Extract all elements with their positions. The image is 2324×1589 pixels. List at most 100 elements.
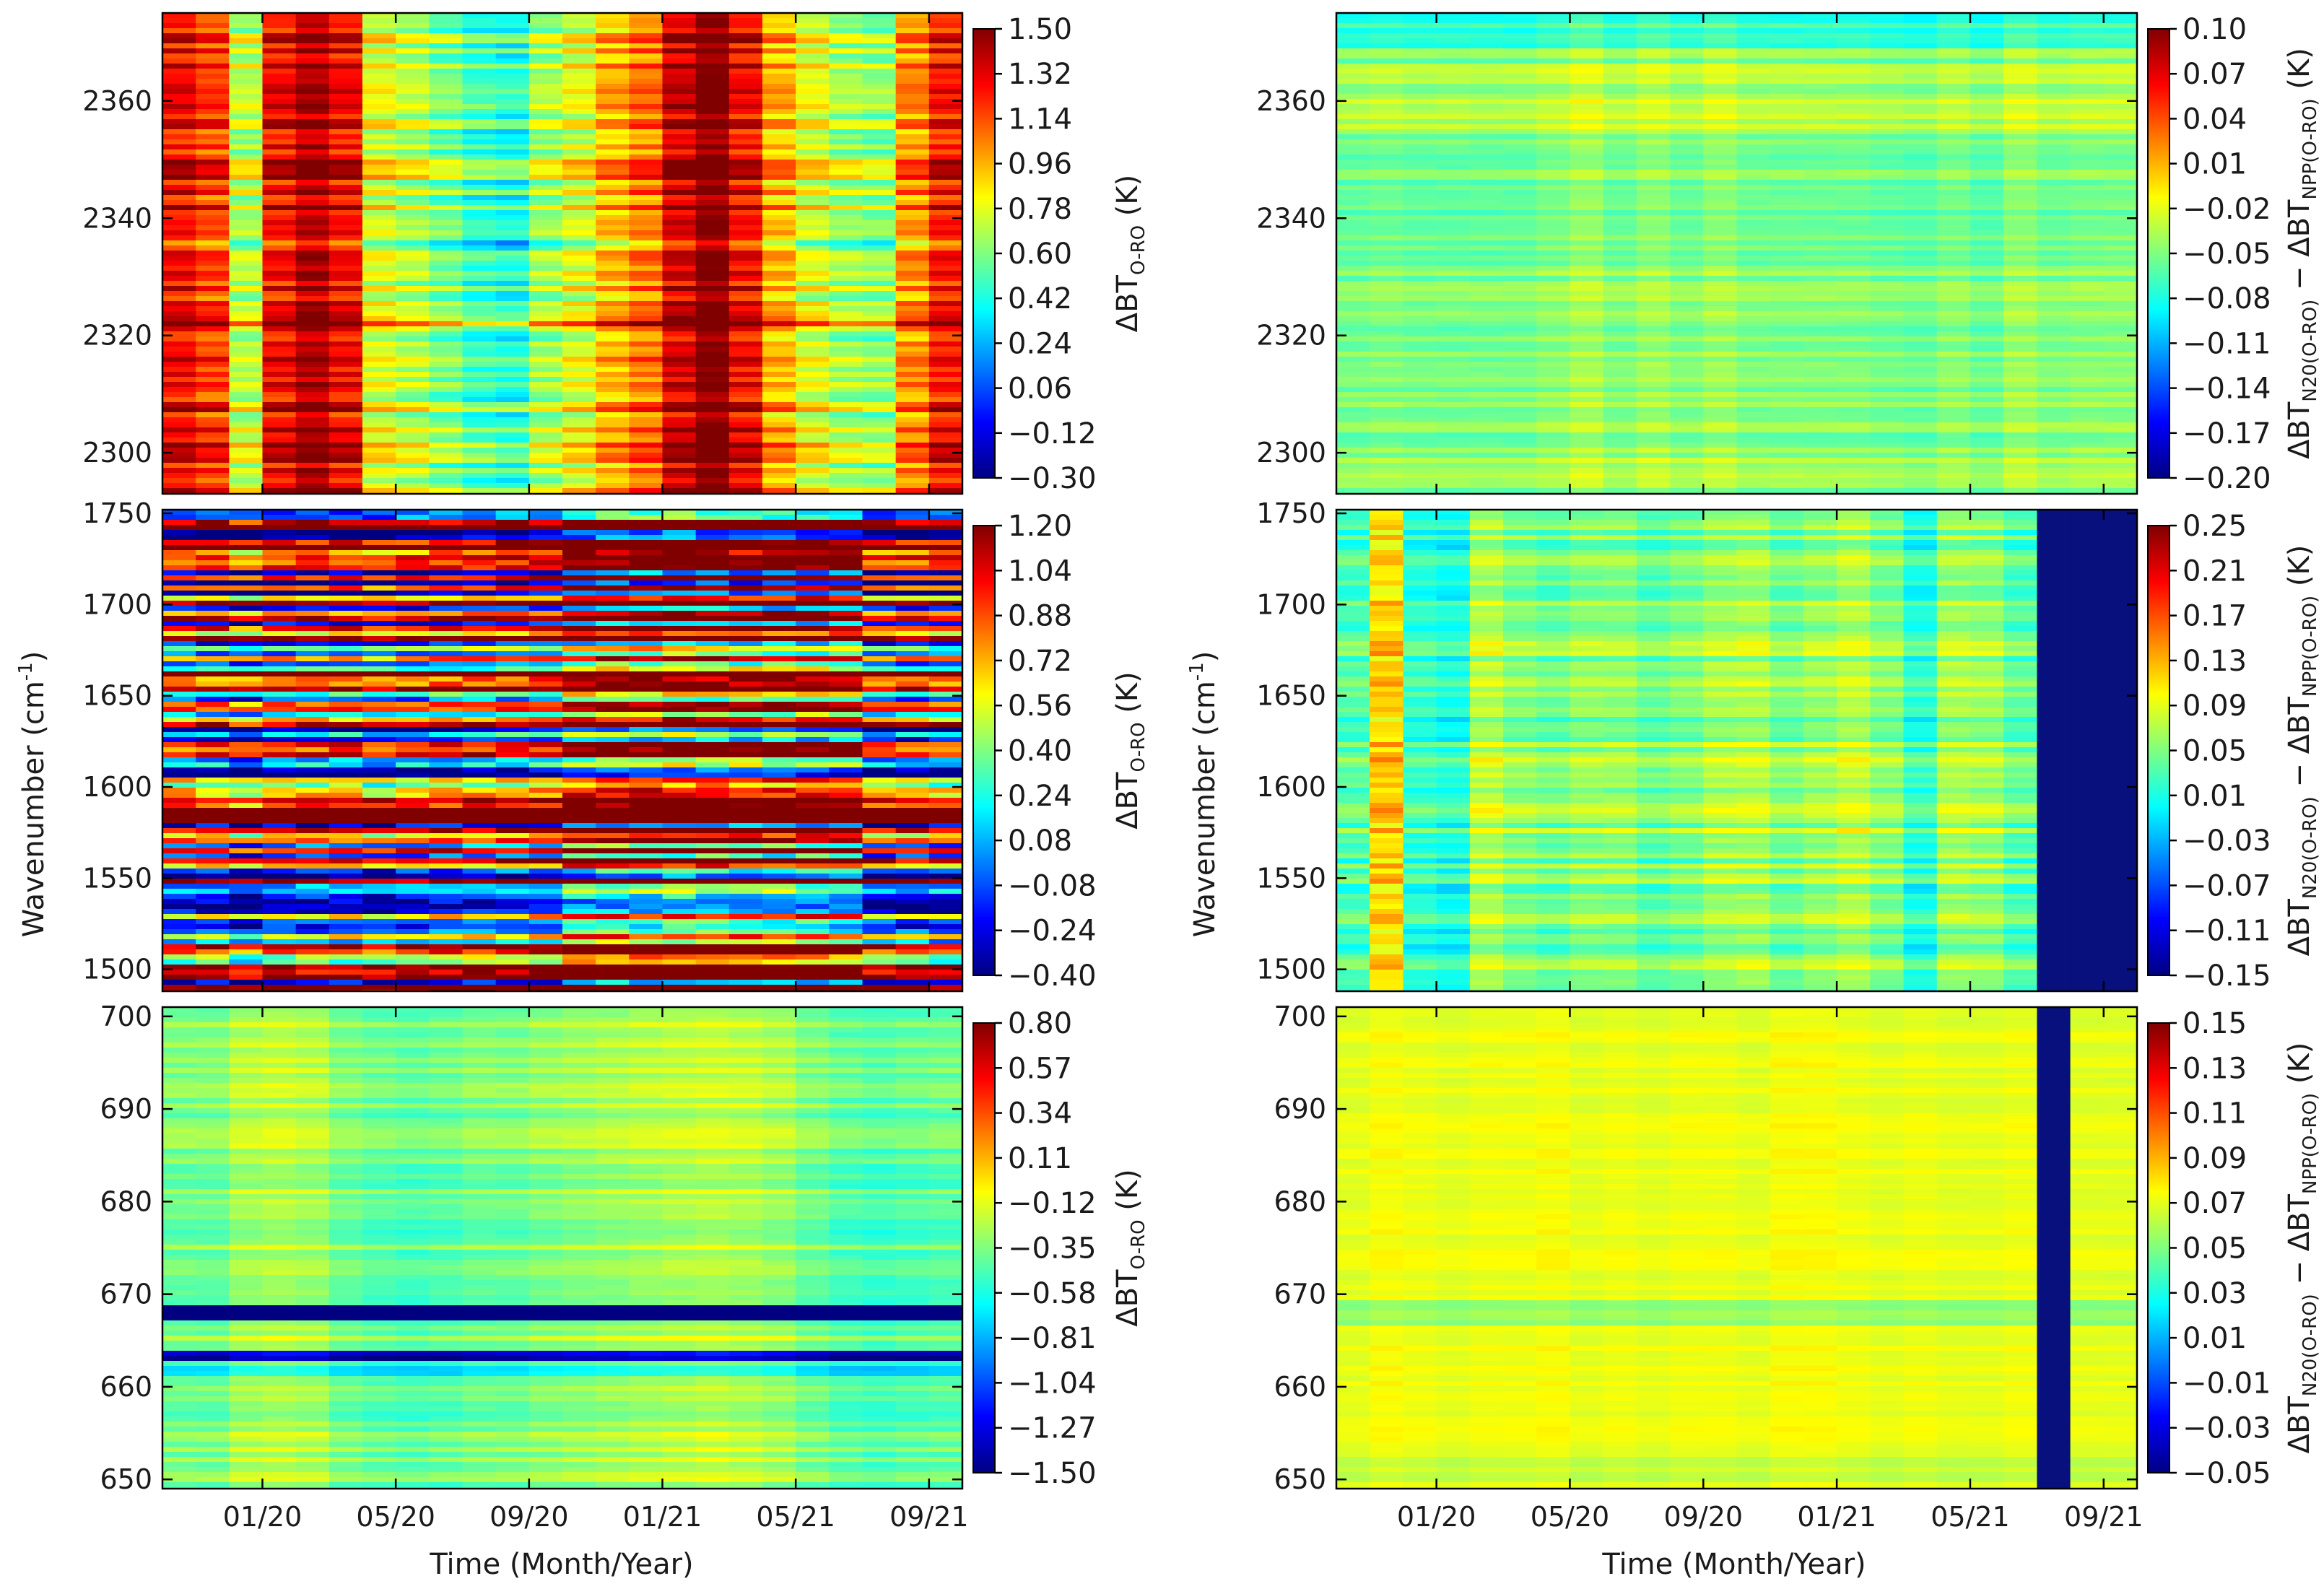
heatmap-cell — [596, 94, 630, 100]
heatmap-cell — [196, 281, 230, 287]
heatmap-cell — [429, 813, 464, 819]
heatmap-cell — [328, 535, 363, 541]
heatmap-cell — [728, 778, 763, 783]
heatmap-cell — [229, 661, 264, 667]
heatmap-cell — [196, 84, 230, 90]
heatmap-cell — [528, 565, 563, 571]
heatmap-cell — [829, 944, 863, 950]
heatmap-cell — [262, 591, 297, 596]
heatmap-cell — [295, 301, 330, 307]
heatmap-cell — [596, 266, 630, 271]
heatmap-cell — [429, 488, 464, 494]
heatmap-cell — [162, 712, 196, 718]
heatmap-cell — [829, 245, 863, 251]
heatmap-cell — [495, 149, 530, 155]
heatmap-cell — [895, 757, 930, 763]
heatmap-cell — [462, 58, 497, 64]
heatmap-cell — [662, 626, 697, 632]
heatmap-cell — [396, 473, 430, 479]
heatmap-cell — [328, 555, 363, 561]
heatmap-cell — [796, 352, 830, 357]
heatmap-cell — [295, 651, 330, 657]
heatmap-cell — [528, 975, 563, 980]
heatmap-cell — [229, 762, 264, 768]
heatmap-cell — [229, 510, 264, 515]
heatmap-cell — [829, 109, 863, 115]
heatmap-cell — [429, 737, 464, 743]
heatmap-cell — [629, 266, 663, 271]
heatmap-cell — [495, 707, 530, 713]
heatmap-cell — [662, 550, 697, 556]
heatmap-cell — [829, 134, 863, 140]
heatmap-cell — [629, 828, 663, 834]
heatmap-cell — [928, 58, 963, 64]
heatmap-cell — [928, 687, 963, 692]
heatmap-cell — [196, 616, 230, 622]
heatmap-cell — [495, 575, 530, 581]
y-tick-label: 1650 — [82, 680, 152, 712]
heatmap-cell — [328, 402, 363, 408]
heatmap-cell — [662, 266, 697, 271]
heatmap-cell — [462, 697, 497, 702]
heatmap-cell — [728, 510, 763, 515]
heatmap-cell — [495, 336, 530, 342]
heatmap-cell — [862, 281, 897, 287]
heatmap-cell — [495, 43, 530, 49]
heatmap-cell — [295, 823, 330, 829]
heatmap-cell — [528, 397, 563, 403]
heatmap-cell — [229, 924, 264, 930]
heatmap-cell — [895, 793, 930, 798]
heatmap-cell — [728, 437, 763, 443]
heatmap-cell — [562, 889, 596, 894]
heatmap-cell — [928, 316, 963, 322]
heatmap-cell — [162, 1376, 196, 1382]
heatmap-cell — [629, 443, 663, 448]
heatmap-cell — [429, 767, 464, 773]
heatmap-cell — [462, 975, 497, 980]
heatmap-cell — [629, 904, 663, 910]
heatmap-cell — [862, 747, 897, 753]
heatmap-cell — [495, 306, 530, 312]
heatmap-cell — [829, 43, 863, 49]
heatmap-cell — [295, 803, 330, 809]
heatmap-cell — [762, 190, 796, 196]
heatmap-cell — [895, 114, 930, 120]
heatmap-cell — [495, 326, 530, 332]
heatmap-cell — [528, 180, 563, 186]
heatmap-cell — [196, 160, 230, 165]
heatmap-cell — [162, 185, 196, 191]
heatmap-cell — [295, 666, 330, 672]
heatmap-cell — [328, 611, 363, 617]
heatmap-cell — [229, 160, 264, 165]
heatmap-cell — [629, 565, 663, 571]
heatmap-cell — [728, 813, 763, 819]
heatmap-cell — [328, 747, 363, 753]
heatmap-cell — [229, 833, 264, 839]
heatmap-cell — [196, 530, 230, 536]
heatmap-cell — [429, 793, 464, 798]
heatmap-cell — [495, 205, 530, 211]
heatmap-cell — [495, 38, 530, 44]
heatmap-cell — [695, 256, 730, 261]
heatmap-cell — [328, 671, 363, 677]
heatmap-cell — [928, 585, 963, 591]
heatmap-cell — [796, 939, 830, 945]
heatmap-cell — [629, 235, 663, 241]
heatmap-cell — [162, 1452, 196, 1458]
heatmap-cell — [895, 220, 930, 226]
heatmap-cell — [829, 453, 863, 458]
heatmap-cell — [229, 109, 264, 115]
heatmap-cell — [562, 286, 596, 292]
heatmap-cell — [362, 134, 396, 140]
heatmap-cell — [262, 772, 297, 778]
heatmap-cell — [229, 914, 264, 920]
heatmap-cell — [629, 722, 663, 728]
heatmap-cell — [396, 301, 430, 307]
heatmap-cell — [495, 357, 530, 362]
heatmap-cell — [328, 783, 363, 788]
heatmap-cell — [695, 397, 730, 403]
heatmap-cell — [229, 468, 264, 474]
heatmap-cell — [396, 515, 430, 521]
heatmap-cell — [328, 585, 363, 591]
heatmap-cell — [196, 965, 230, 970]
